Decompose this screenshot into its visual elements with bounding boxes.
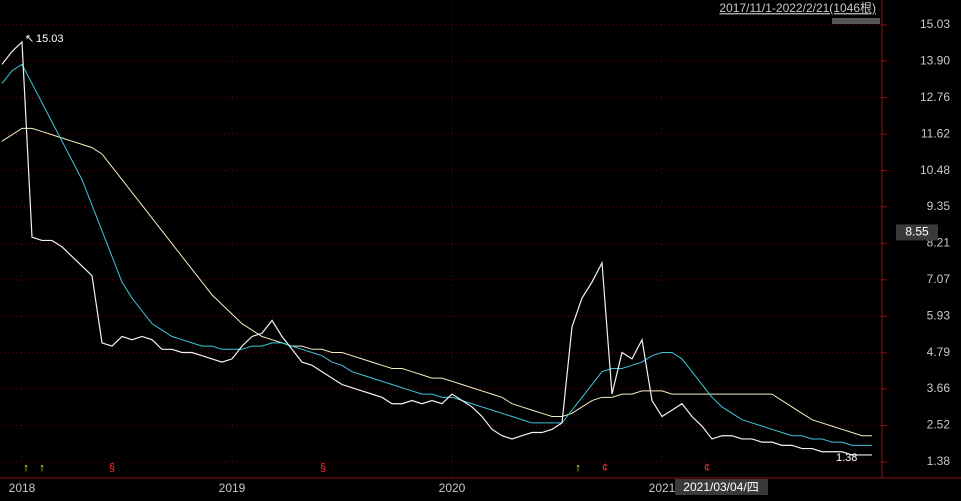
y-tick-label: 7.07 xyxy=(927,272,951,286)
y-tick-label: 5.93 xyxy=(927,308,951,322)
icon: § xyxy=(320,462,326,474)
low-label: 1.38 xyxy=(836,452,857,464)
icon: ¢ xyxy=(602,462,608,474)
icon: ¢ xyxy=(704,462,710,474)
y-tick-label: 15.03 xyxy=(920,17,950,31)
crosshair-price-box xyxy=(896,224,938,241)
y-tick-label: 2.52 xyxy=(927,418,951,432)
x-tick-label: 2021 xyxy=(649,481,676,495)
series-line xyxy=(1,127,872,437)
x-tick-label: 2019 xyxy=(219,481,246,495)
icon: § xyxy=(109,462,115,474)
crosshair-date: 2021/03/04/四 xyxy=(683,480,758,494)
y-tick-label: 9.35 xyxy=(927,199,951,213)
series-line xyxy=(1,40,872,456)
y-tick-label: 1.38 xyxy=(927,454,951,468)
x-tick-label: 2018 xyxy=(9,481,36,495)
crosshair-date-box xyxy=(675,479,768,495)
y-tick-label: 11.62 xyxy=(921,126,950,140)
icon: ↑ xyxy=(39,462,45,474)
x-tick-label: 2020 xyxy=(439,481,466,495)
y-tick-label: 4.79 xyxy=(927,345,951,359)
icon: ↑ xyxy=(575,462,581,474)
toolbar-strip xyxy=(832,18,880,24)
range-label[interactable]: 2017/11/1-2022/2/21(1046根) xyxy=(719,1,876,15)
series-line xyxy=(1,63,872,446)
y-tick-label: 10.48 xyxy=(920,163,950,177)
y-tick-label: 13.90 xyxy=(920,53,950,67)
signal-icons: ↑ ↑ § § ↑ ¢ ¢ xyxy=(0,0,882,478)
high-arrow: ↖ xyxy=(25,33,34,45)
y-tick-label: 12.76 xyxy=(920,90,950,104)
high-label: 15.03 xyxy=(36,33,64,45)
icon: ↑ xyxy=(23,462,29,474)
crosshair-price: 8.55 xyxy=(905,225,929,239)
y-tick-label: 3.66 xyxy=(927,381,951,395)
